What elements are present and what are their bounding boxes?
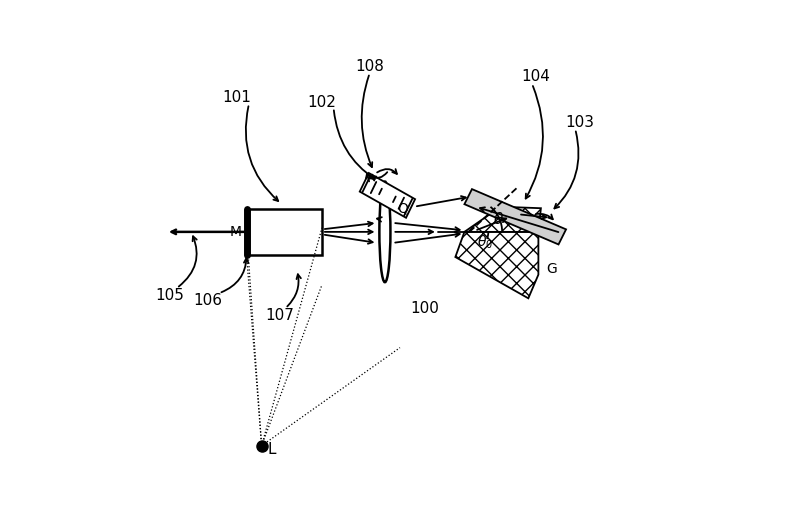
Text: 106: 106 xyxy=(194,293,222,308)
Polygon shape xyxy=(455,232,538,298)
Polygon shape xyxy=(465,207,541,232)
Text: 108: 108 xyxy=(355,59,384,74)
Text: $\theta_0$: $\theta_0$ xyxy=(477,233,493,250)
Text: L: L xyxy=(268,441,276,456)
Text: 103: 103 xyxy=(566,115,594,129)
Text: 105: 105 xyxy=(155,288,184,302)
Text: G: G xyxy=(546,262,557,276)
Text: 104: 104 xyxy=(522,69,550,84)
Text: M: M xyxy=(230,224,242,238)
Text: 107: 107 xyxy=(266,308,294,323)
Text: 101: 101 xyxy=(222,89,251,105)
Bar xyxy=(246,210,322,255)
Polygon shape xyxy=(465,190,566,245)
Text: 100: 100 xyxy=(410,300,439,315)
Text: Q: Q xyxy=(397,201,408,215)
Text: $\theta$: $\theta$ xyxy=(493,211,504,227)
Polygon shape xyxy=(360,174,415,218)
Text: 102: 102 xyxy=(307,94,337,109)
